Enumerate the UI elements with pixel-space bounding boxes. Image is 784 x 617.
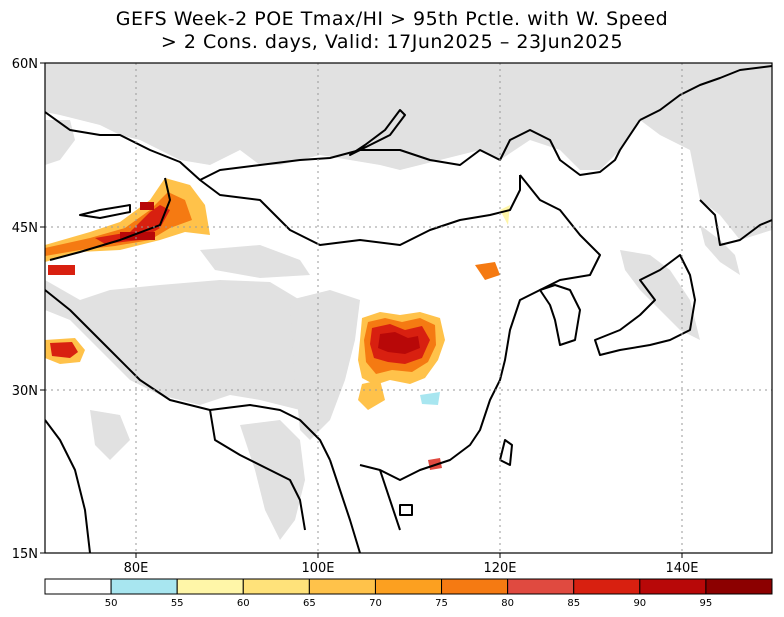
lon-label: 100E (301, 561, 334, 576)
map-title-line1: GEFS Week-2 POE Tmax/HI > 95th Pctle. wi… (115, 8, 669, 30)
patch-north-china (475, 262, 500, 280)
legend-tick-label: 55 (171, 598, 184, 609)
axis-ticks (40, 62, 683, 558)
map-frame (44, 62, 773, 554)
legend-swatch (705, 578, 773, 595)
longitude-labels: 80E 100E 120E 140E (124, 561, 699, 576)
lat-label: 15N (12, 547, 38, 562)
legend-swatch (374, 578, 443, 595)
legend-tick-label: 90 (633, 598, 646, 609)
patch-light-blue (420, 392, 440, 405)
lon-label: 120E (483, 561, 516, 576)
lat-label: 45N (12, 221, 38, 236)
map-title-line2: > 2 Cons. days, Valid: 17Jun2025 – 23Jun… (160, 31, 624, 53)
lon-label: 80E (124, 561, 149, 576)
latitude-labels: 60N 45N 30N 15N (12, 57, 38, 562)
legend-tick-label: 80 (501, 598, 514, 609)
legend-tick-label: 60 (237, 598, 250, 609)
legend-swatch (110, 578, 178, 595)
legend-swatch (176, 578, 244, 595)
legend-tick-label: 70 (369, 598, 382, 609)
lon-label: 140E (665, 561, 698, 576)
legend-tick-label: 95 (700, 598, 713, 609)
legend-swatch (242, 578, 310, 595)
masked-land-shading (45, 63, 772, 540)
legend-swatch (44, 578, 112, 595)
coastlines-borders (45, 65, 772, 553)
legend-swatch (639, 578, 707, 595)
legend-swatch (308, 578, 376, 595)
legend-tick-label: 85 (567, 598, 580, 609)
gridlines (45, 63, 772, 553)
legend-tick-label: 65 (303, 598, 316, 609)
legend-swatch (507, 578, 575, 595)
high-probability-pakistan (45, 338, 85, 364)
legend-tick-label: 75 (435, 598, 448, 609)
lat-label: 60N (12, 57, 38, 72)
legend-tick-label: 50 (105, 598, 118, 609)
high-probability-central-china (358, 312, 445, 410)
legend-swatch (573, 578, 641, 595)
color-legend: 50 55 60 65 70 75 80 85 90 95 (44, 578, 773, 609)
lat-label: 30N (12, 384, 38, 399)
legend-swatch (441, 578, 509, 595)
